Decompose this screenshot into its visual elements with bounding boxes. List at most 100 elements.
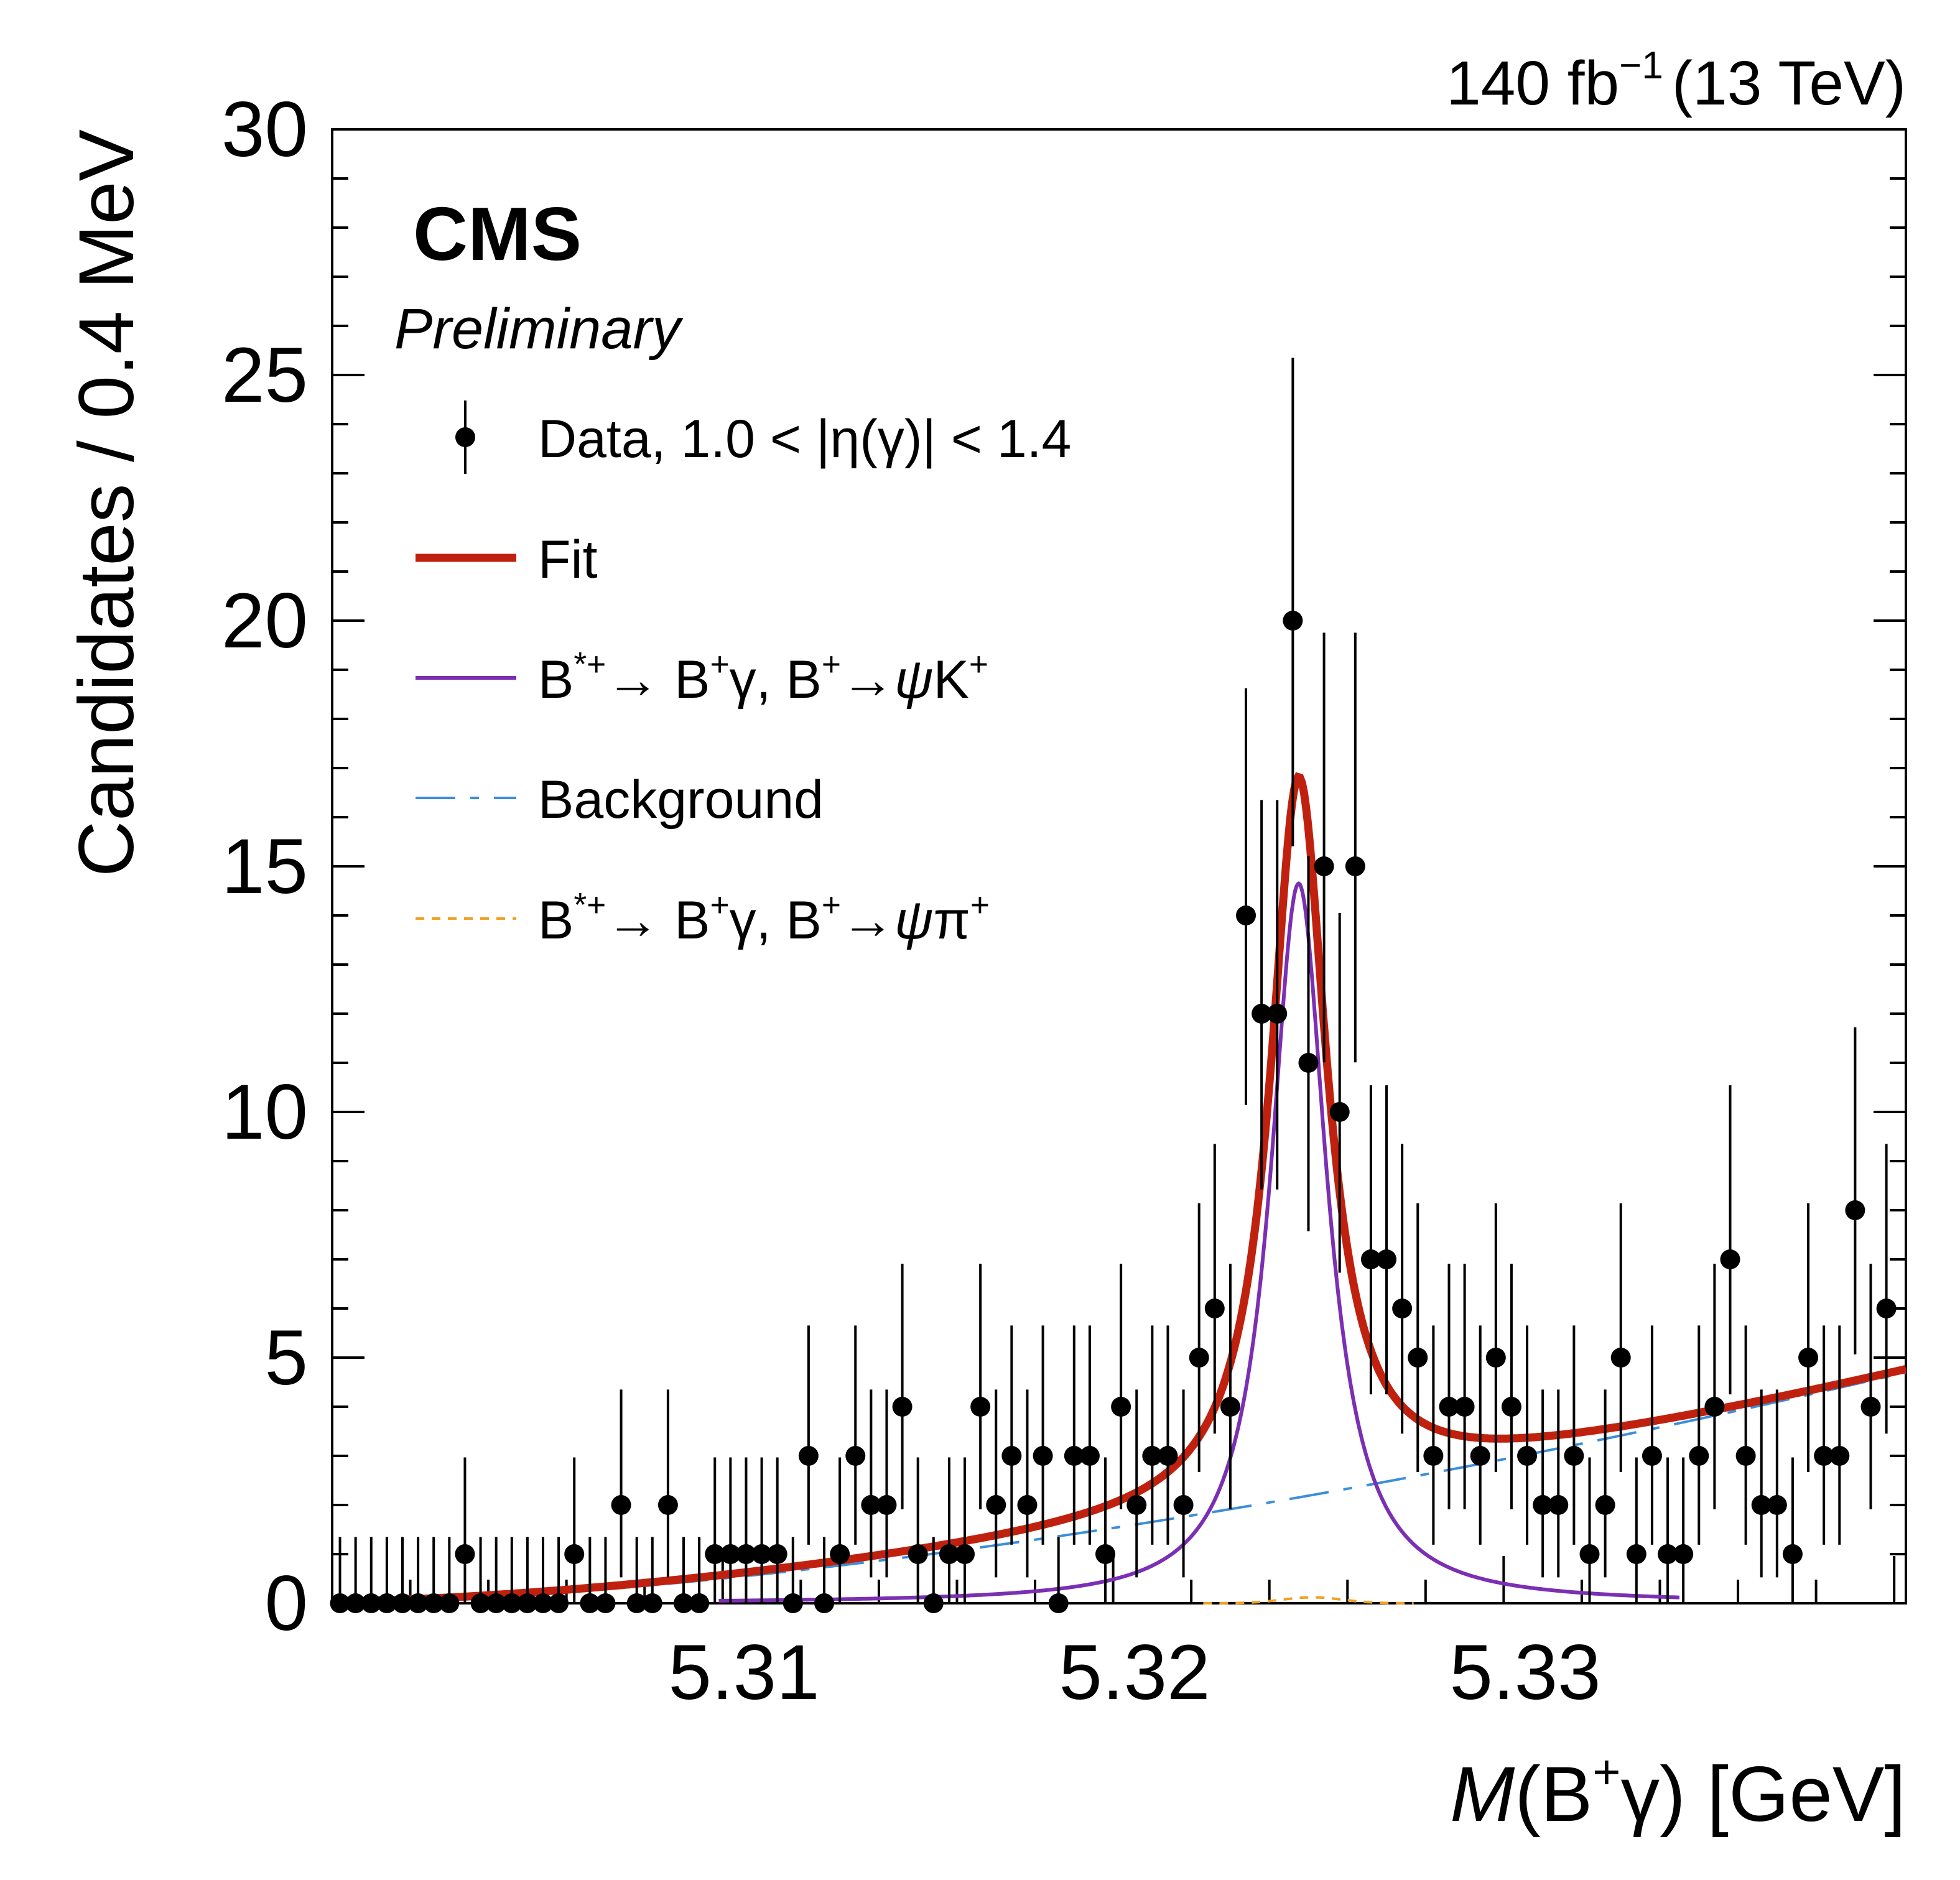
y-tick-label: 25 <box>221 332 308 419</box>
data-point <box>751 1544 772 1564</box>
data-point <box>1798 1348 1819 1368</box>
data-point <box>1564 1446 1584 1466</box>
data-point <box>1579 1544 1600 1564</box>
data-point <box>1658 1544 1678 1564</box>
data-point <box>611 1495 631 1515</box>
data-point <box>657 1495 678 1515</box>
y-tick-label: 5 <box>264 1315 308 1401</box>
data-point <box>408 1593 429 1613</box>
data-point <box>1470 1446 1490 1466</box>
data-point <box>1283 611 1303 631</box>
axis-ticks <box>331 128 1906 1604</box>
data-point <box>626 1593 647 1613</box>
y-tick-label: 10 <box>221 1069 308 1155</box>
data-point <box>1704 1397 1725 1417</box>
data-points <box>330 358 1897 1613</box>
legend-signal-k-label: B*+→ B+γ, B+→ψK+ <box>538 646 988 710</box>
data-point <box>1485 1348 1506 1368</box>
data-point <box>595 1593 616 1613</box>
data-point <box>424 1593 444 1613</box>
data-point <box>1533 1495 1553 1515</box>
data-point <box>1048 1593 1069 1613</box>
data-point <box>1610 1348 1631 1368</box>
legend-item-fit: Fit <box>416 530 598 590</box>
data-point <box>1642 1446 1662 1466</box>
data-point <box>939 1544 959 1564</box>
data-point <box>486 1593 506 1613</box>
data-point <box>1408 1348 1428 1368</box>
legend-data-label: Data, 1.0 < |η(γ)| < 1.4 <box>538 409 1071 469</box>
y-tick-label: 30 <box>221 86 308 173</box>
y-tick-label: 20 <box>221 578 308 664</box>
data-point <box>517 1593 537 1613</box>
data-point <box>1767 1495 1787 1515</box>
data-point <box>892 1397 913 1417</box>
data-point <box>689 1593 710 1613</box>
data-point <box>767 1544 787 1564</box>
data-point <box>1501 1397 1521 1417</box>
model-curves <box>332 772 1907 1606</box>
data-point <box>705 1544 725 1564</box>
data-point <box>1111 1397 1131 1417</box>
data-point <box>923 1593 944 1613</box>
data-point <box>783 1593 803 1613</box>
y-tick-label: 0 <box>264 1560 308 1647</box>
data-point <box>1829 1446 1850 1466</box>
pi-component-curve <box>1203 1596 1414 1604</box>
x-axis-label: M(B+γ) [GeV] <box>1450 1746 1906 1838</box>
data-point <box>1126 1495 1147 1515</box>
data-point <box>1782 1544 1803 1564</box>
data-point <box>1876 1299 1897 1318</box>
data-point <box>1158 1446 1178 1466</box>
data-point <box>908 1544 928 1564</box>
legend-item-signal-pi: B*+→ B+γ, B+→ψπ+ <box>416 887 990 950</box>
y-axis-label: Candidates / 0.4 MeV <box>63 129 150 877</box>
data-point <box>1517 1446 1538 1466</box>
legend-item-data: Data, 1.0 < |η(γ)| < 1.4 <box>455 401 1071 474</box>
data-point <box>1439 1397 1459 1417</box>
data-point <box>1595 1495 1615 1515</box>
y-tick-label: 15 <box>221 823 308 910</box>
data-point <box>1173 1495 1194 1515</box>
data-point <box>876 1495 897 1515</box>
data-point <box>1079 1446 1100 1466</box>
data-point <box>501 1593 522 1613</box>
data-point <box>861 1495 881 1515</box>
data-point <box>1673 1544 1694 1564</box>
data-point <box>564 1544 585 1564</box>
legend-data-marker <box>455 427 475 447</box>
lumi-label: 140 fb−1 (13 TeV) <box>1446 44 1906 118</box>
data-point <box>1252 1004 1272 1024</box>
data-point <box>1142 1446 1163 1466</box>
status-label: Preliminary <box>394 297 684 361</box>
experiment-label: CMS <box>413 192 582 276</box>
data-point <box>642 1593 662 1613</box>
data-point <box>1360 1249 1381 1269</box>
data-point <box>580 1593 600 1613</box>
data-point <box>361 1593 381 1613</box>
data-point <box>1001 1446 1022 1466</box>
data-point <box>1751 1495 1772 1515</box>
data-point <box>1033 1446 1053 1466</box>
data-point <box>1814 1446 1834 1466</box>
legend-background-label: Background <box>538 770 824 830</box>
data-point <box>1392 1299 1413 1318</box>
data-point <box>330 1593 350 1613</box>
x-tick-label: 5.32 <box>1059 1629 1210 1716</box>
data-point <box>1626 1544 1646 1564</box>
data-point <box>1423 1446 1444 1466</box>
legend-item-signal-k: B*+→ B+γ, B+→ψK+ <box>416 646 988 710</box>
data-point <box>1720 1249 1740 1269</box>
data-point <box>1454 1397 1475 1417</box>
data-point <box>798 1446 819 1466</box>
data-point <box>1329 1102 1350 1122</box>
x-tick-label: 5.31 <box>668 1629 819 1716</box>
x-tick-label: 5.33 <box>1449 1629 1600 1716</box>
legend-item-background: Background <box>416 770 824 830</box>
data-point <box>345 1593 366 1613</box>
data-point <box>1236 905 1256 925</box>
data-point <box>1220 1397 1240 1417</box>
data-point <box>830 1544 850 1564</box>
data-point <box>549 1593 569 1613</box>
data-point <box>1548 1495 1569 1515</box>
